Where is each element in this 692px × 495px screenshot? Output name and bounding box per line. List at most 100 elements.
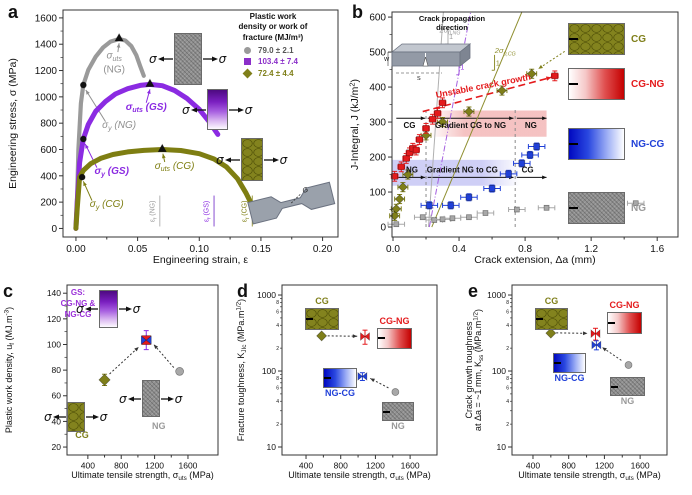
sigma-label: σ <box>218 52 227 66</box>
tension-arrow-right-icon <box>85 414 99 420</box>
svg-text:1600: 1600 <box>179 461 198 471</box>
panel-e-letter: e <box>468 281 479 301</box>
inset-label-ng-cg: NG-CG <box>325 388 355 398</box>
svg-text:300: 300 <box>369 118 386 129</box>
svg-text:1: 1 <box>460 65 464 72</box>
inset-cg-ng: CG-NG <box>607 300 642 334</box>
svg-text:1200: 1200 <box>145 461 164 471</box>
svg-text:1: 1 <box>496 60 500 67</box>
panel-d-plot: 400 800 1200 1600 10 100 1000 2 4 6 8 2 4 6 8 Ultimate … <box>236 284 438 482</box>
svg-text:CG: CG <box>522 165 534 174</box>
gs-note-line: GS: <box>70 288 86 297</box>
tension-arrow-left-icon <box>84 306 98 312</box>
diamond-marker-icon <box>242 68 253 79</box>
panel-a-letter: a <box>8 2 19 22</box>
svg-text:Plastic work density, uf (MJ.m: Plastic work density, uf (MJ.m-3) <box>4 307 17 433</box>
svg-text:CG: CG <box>75 430 89 440</box>
inset-ng: NG <box>610 377 645 408</box>
svg-text:60: 60 <box>52 391 62 401</box>
tension-arrow-right-icon <box>228 107 244 112</box>
ng-speckle-texture <box>568 192 625 224</box>
svg-text:10: 10 <box>267 442 277 452</box>
cg-ng-gradient-texture <box>607 311 642 334</box>
ng-tension-swatch: σ σ <box>149 33 226 85</box>
svg-text:1: 1 <box>449 34 453 41</box>
legend-value: 103.4 ± 7.4 <box>258 57 298 67</box>
panel-e-plot: 400 800 1200 1600 10 100 1000 2 4 6 8 2 4 6 8 Ultimate … <box>465 284 668 482</box>
cg-tension-swatch: σ σ <box>216 138 287 181</box>
inset-label-cg-ng: CG-NG <box>609 300 640 310</box>
svg-text:Gradient CG to NG: Gradient CG to NG <box>435 121 506 130</box>
sigma-label: σ <box>279 152 288 167</box>
svg-text:εf (GS): εf (GS) <box>204 201 213 222</box>
ng-tension-swatch: σ σ <box>119 380 182 417</box>
svg-text:Crack extension, Δa (mm): Crack extension, Δa (mm) <box>474 254 595 266</box>
svg-text:800: 800 <box>562 461 576 471</box>
panel-c-plastic-work: CG NG 400 800 1200 1600 20 40 60 80 100 120 140 Ultim… <box>0 278 232 495</box>
crack-icon <box>569 207 578 209</box>
ng-speckle-texture <box>141 380 160 417</box>
ng-speckle-texture <box>382 402 414 421</box>
legend-title-line: Plastic work <box>249 12 297 21</box>
crack-icon <box>611 385 618 388</box>
crack-icon <box>569 38 578 40</box>
svg-text:8: 8 <box>276 376 279 382</box>
svg-text:200: 200 <box>40 198 57 209</box>
svg-text:NG: NG <box>525 121 537 130</box>
plastic-work-legend: Plastic work density or work of fracture… <box>210 12 336 79</box>
svg-text:6: 6 <box>276 310 279 316</box>
svg-text:0.00: 0.00 <box>66 244 86 255</box>
tension-arrow-right-icon <box>202 56 218 62</box>
tension-arrow-left-icon <box>52 414 66 420</box>
gs-tension-swatch: σ σ <box>76 290 140 328</box>
svg-text:80: 80 <box>52 365 62 375</box>
inset-label-ng: NG <box>391 421 405 431</box>
svg-text:600: 600 <box>40 145 57 156</box>
svg-text:0.8: 0.8 <box>518 244 532 255</box>
svg-text:500: 500 <box>369 48 386 59</box>
svg-text:Engineering strain, ε: Engineering strain, ε <box>153 254 248 266</box>
svg-text:4: 4 <box>506 399 509 405</box>
svg-text:40: 40 <box>52 416 62 426</box>
svg-text:100: 100 <box>492 366 506 376</box>
svg-text:600: 600 <box>369 13 386 24</box>
svg-text:2σ0,NG: 2σ0,NG <box>438 25 460 36</box>
gauge-label: G <box>302 187 310 195</box>
sigma-label: σ <box>149 52 157 66</box>
inset-cg-ng: CG-NG <box>377 316 412 349</box>
svg-text:0: 0 <box>380 223 386 234</box>
svg-text:4: 4 <box>506 323 509 329</box>
cg-grain-texture <box>568 23 625 55</box>
circle-marker-icon <box>244 46 251 54</box>
svg-text:εf (CG): εf (CG) <box>242 201 251 223</box>
svg-text:400: 400 <box>526 461 540 471</box>
svg-text:2: 2 <box>276 422 279 428</box>
panel-d-fracture-toughness: 400 800 1200 1600 10 100 1000 2 4 6 8 2 4 6 8 Ultimate … <box>232 278 465 495</box>
svg-text:100: 100 <box>47 339 61 349</box>
specimen-width-label: W <box>384 57 390 63</box>
svg-text:100: 100 <box>262 366 276 376</box>
svg-text:400: 400 <box>369 83 386 94</box>
inset-label-cg-ng: CG-NG <box>379 316 410 326</box>
tension-arrow-left-icon <box>190 107 206 112</box>
sigma-label: σ <box>182 102 190 117</box>
inset-ng: NG <box>382 402 414 433</box>
cg-grain-texture <box>535 307 568 330</box>
svg-text:1000: 1000 <box>35 92 58 103</box>
svg-text:0.10: 0.10 <box>190 244 210 255</box>
cg-tension-swatch: σ σ <box>44 402 107 432</box>
crack-icon <box>608 321 615 324</box>
inset-label-ng-cg: NG-CG <box>554 373 585 383</box>
svg-text:Ultimate tensile strength, σut: Ultimate tensile strength, σuts (MPa) <box>71 470 214 482</box>
svg-text:0.20: 0.20 <box>313 244 333 255</box>
ng-texture <box>173 33 202 85</box>
svg-text:1200: 1200 <box>35 66 58 77</box>
svg-text:at Δa = ~1 mm, Kss (MPa.m1/2): at Δa = ~1 mm, Kss (MPa.m1/2) <box>473 309 486 431</box>
svg-text:Ultimate tensile strength, σut: Ultimate tensile strength, σuts (MPa) <box>518 470 661 482</box>
inset-label-ng: NG <box>620 396 635 406</box>
svg-text:σuts (GS): σuts (GS) <box>126 102 168 114</box>
svg-text:1000: 1000 <box>487 290 506 300</box>
svg-text:σuts: σuts <box>106 51 122 63</box>
svg-text:σy (CG): σy (CG) <box>90 199 124 211</box>
